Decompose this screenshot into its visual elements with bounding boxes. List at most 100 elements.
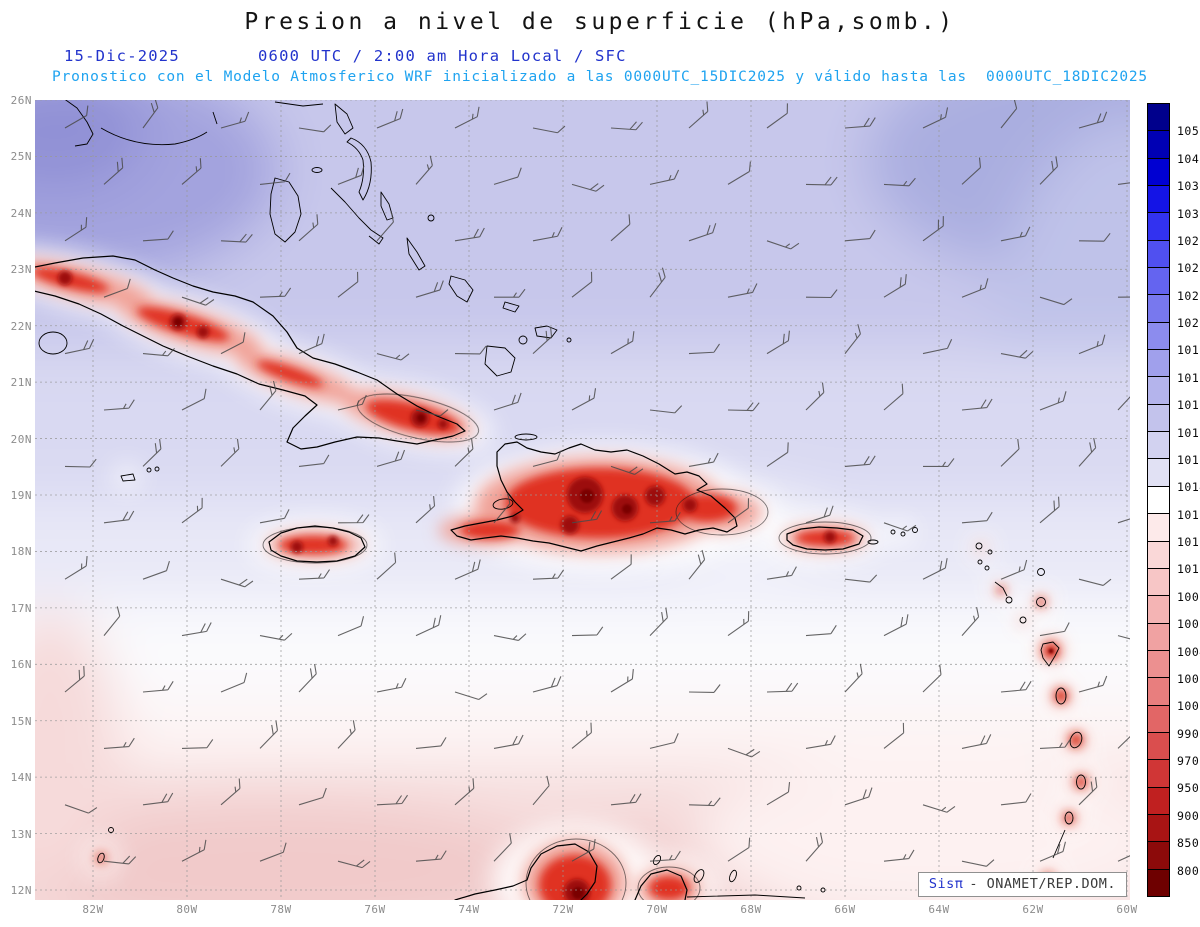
colorbar-segment	[1148, 704, 1169, 732]
colorbar-segment	[1148, 677, 1169, 705]
wind-barb	[1117, 505, 1130, 524]
colorbar-segment	[1148, 458, 1169, 486]
colorbar-segment	[1148, 185, 1169, 213]
wind-barb	[805, 625, 837, 637]
lon-tick-label: 82W	[82, 903, 104, 916]
wind-barb	[298, 569, 330, 580]
wind-barb	[103, 606, 121, 636]
wind-barb	[727, 161, 751, 185]
lat-tick-label: 17N	[10, 601, 32, 615]
colorbar-tick-label: 1028	[1177, 233, 1200, 248]
wind-barb	[532, 569, 565, 580]
colorbar-tick-label: 850	[1177, 836, 1200, 851]
lat-tick-label: 14N	[10, 771, 32, 785]
colorbar-segment	[1148, 540, 1169, 568]
wind-barb	[1039, 296, 1073, 306]
wind-barb	[454, 345, 487, 355]
colorbar-segment	[1148, 239, 1169, 268]
wind-barb	[649, 512, 681, 524]
lon-tick-label: 74W	[458, 903, 480, 916]
wind-barb	[181, 296, 215, 306]
wind-barb	[1117, 721, 1130, 749]
wind-barb	[64, 666, 85, 693]
wind-barb	[883, 522, 917, 532]
colorbar-tick-label: 990	[1177, 726, 1200, 741]
wind-barb	[220, 672, 248, 693]
wind-barb	[610, 214, 631, 242]
wind-barb	[649, 850, 681, 862]
colorbar-segment	[1148, 157, 1169, 186]
colorbar-segment	[1148, 212, 1169, 240]
lat-tick-label: 16N	[10, 658, 32, 672]
colorbar-tick-label: 1016	[1177, 425, 1200, 440]
wind-barb	[844, 455, 876, 467]
watermark-badge: Sisπ - ONAMET/REP.DOM.	[917, 872, 1127, 897]
wind-barb	[1039, 622, 1070, 637]
wind-barb	[415, 850, 447, 862]
wind-barb	[298, 787, 327, 806]
jamaica-coastline	[268, 525, 366, 563]
wind-barb	[415, 409, 449, 417]
wind-barb	[259, 287, 292, 298]
tortuga-coastline	[514, 433, 538, 441]
wind-barb	[415, 155, 433, 185]
wind-barb	[337, 859, 371, 869]
san-andres-coastline	[97, 852, 105, 864]
wind-barb	[1117, 840, 1130, 862]
wind-barb	[259, 509, 290, 524]
wind-barb	[688, 101, 709, 129]
wind-barb	[142, 681, 174, 693]
colorbar-tick-label: 1035	[1177, 179, 1200, 194]
lat-tick-label: 22N	[10, 319, 32, 333]
colorbar-tick-label: 1025	[1177, 261, 1200, 276]
wind-barb	[337, 514, 370, 524]
wind-barb	[1117, 172, 1130, 185]
wind-barb	[571, 271, 593, 298]
wind-barb	[1117, 288, 1130, 298]
wind-barb	[1000, 226, 1031, 242]
wind-barb	[922, 664, 942, 693]
wind-barb	[103, 855, 137, 865]
wind-barb	[376, 677, 407, 693]
colorbar-segment	[1148, 267, 1169, 295]
wind-barb	[571, 626, 604, 637]
wind-barb	[532, 125, 566, 134]
wind-barb	[493, 392, 522, 411]
cuba-coastline	[35, 255, 466, 450]
wind-barb	[922, 558, 948, 580]
colorbar-segment	[1148, 485, 1169, 514]
colorbar-tick-label: 1020	[1177, 316, 1200, 331]
colorbar-segment	[1148, 841, 1169, 869]
wind-barb	[103, 510, 135, 524]
lat-tick-label: 21N	[10, 376, 32, 390]
wind-barb	[220, 578, 254, 588]
lat-tick-label: 23N	[10, 263, 32, 277]
colorbar-segment	[1148, 567, 1169, 596]
wind-barb	[844, 663, 863, 693]
wind-barb	[337, 271, 359, 298]
wind-barb	[961, 606, 980, 636]
pressure-field-layer	[35, 100, 1130, 900]
wind-barb	[922, 216, 944, 242]
wind-barb	[1078, 578, 1112, 586]
colorbar-segment	[1148, 595, 1169, 623]
colorbar-tick-label: 970	[1177, 754, 1200, 769]
wind-barb	[766, 781, 791, 806]
wind-barb	[103, 157, 124, 185]
wind-barb	[220, 778, 241, 806]
wind-barb	[883, 274, 907, 298]
wind-barb	[727, 747, 761, 758]
lon-tick-label: 72W	[552, 903, 574, 916]
lon-tick-label: 76W	[364, 903, 386, 916]
colorbar-segment	[1148, 786, 1169, 814]
wind-barb	[181, 158, 202, 185]
wind-barb	[415, 615, 442, 637]
hispaniola-coastline	[450, 441, 738, 552]
wind-barb	[376, 212, 394, 242]
colorbar-segment	[1148, 731, 1169, 760]
wind-barb	[805, 505, 834, 524]
wind-barb	[376, 552, 397, 580]
colorbar-tick-label: 900	[1177, 808, 1200, 823]
wind-barb	[649, 267, 666, 298]
